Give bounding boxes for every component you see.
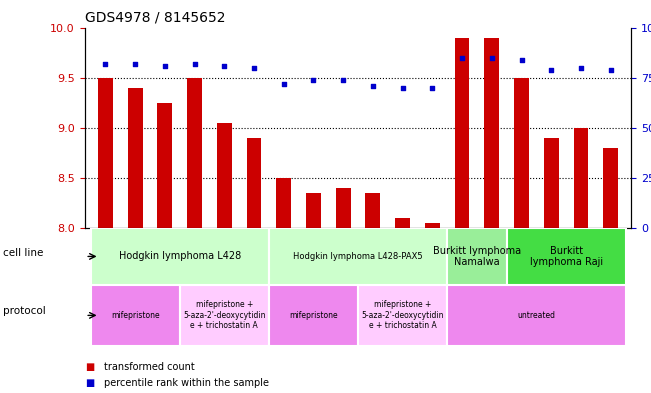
Bar [180,285,269,346]
Point [605,66,616,73]
Point [457,55,467,61]
Text: percentile rank within the sample: percentile rank within the sample [104,378,269,388]
Bar [358,285,447,346]
Text: Burkitt
lymphoma Raji: Burkitt lymphoma Raji [529,246,603,267]
Text: transformed count: transformed count [104,362,195,373]
Bar [336,188,351,228]
Bar [447,228,506,285]
Point [219,62,230,69]
Text: mifepristone +
5-aza-2'-deoxycytidin
e + trichostatin A: mifepristone + 5-aza-2'-deoxycytidin e +… [361,301,444,330]
Bar [128,88,143,228]
Bar [90,228,269,285]
Point [189,61,200,67]
Point [368,83,378,89]
Bar [574,128,589,228]
Point [309,77,319,83]
Text: untreated: untreated [518,311,555,320]
Bar [603,148,618,228]
Text: cell line: cell line [3,248,44,257]
Point [486,55,497,61]
Point [427,84,437,91]
Bar [447,285,626,346]
Text: protocol: protocol [3,307,46,316]
Bar [269,228,447,285]
Point [279,81,289,87]
Text: Hodgkin lymphoma L428-PAX5: Hodgkin lymphoma L428-PAX5 [293,252,423,261]
Bar [365,193,380,228]
Text: mifepristone: mifepristone [111,311,159,320]
Text: Hodgkin lymphoma L428: Hodgkin lymphoma L428 [118,252,241,261]
Point [397,84,408,91]
Bar [395,218,410,228]
Point [159,62,170,69]
Bar [514,78,529,228]
Bar [217,123,232,228]
Bar [187,78,202,228]
Bar [90,285,180,346]
Bar [544,138,559,228]
Point [338,77,348,83]
Text: GDS4978 / 8145652: GDS4978 / 8145652 [85,11,225,25]
Bar [269,285,358,346]
Bar [506,228,626,285]
Text: Burkitt lymphoma
Namalwa: Burkitt lymphoma Namalwa [433,246,521,267]
Bar [484,38,499,228]
Text: mifepristone: mifepristone [289,311,338,320]
Bar [247,138,262,228]
Text: ■: ■ [85,362,94,373]
Bar [425,223,440,228]
Point [546,66,557,73]
Bar [98,78,113,228]
Point [130,61,141,67]
Bar [306,193,321,228]
Bar [158,103,173,228]
Text: ■: ■ [85,378,94,388]
Point [516,57,527,63]
Point [100,61,111,67]
Bar [454,38,469,228]
Point [575,64,586,71]
Text: mifepristone +
5-aza-2'-deoxycytidin
e + trichostatin A: mifepristone + 5-aza-2'-deoxycytidin e +… [183,301,266,330]
Point [249,64,259,71]
Bar [276,178,291,228]
